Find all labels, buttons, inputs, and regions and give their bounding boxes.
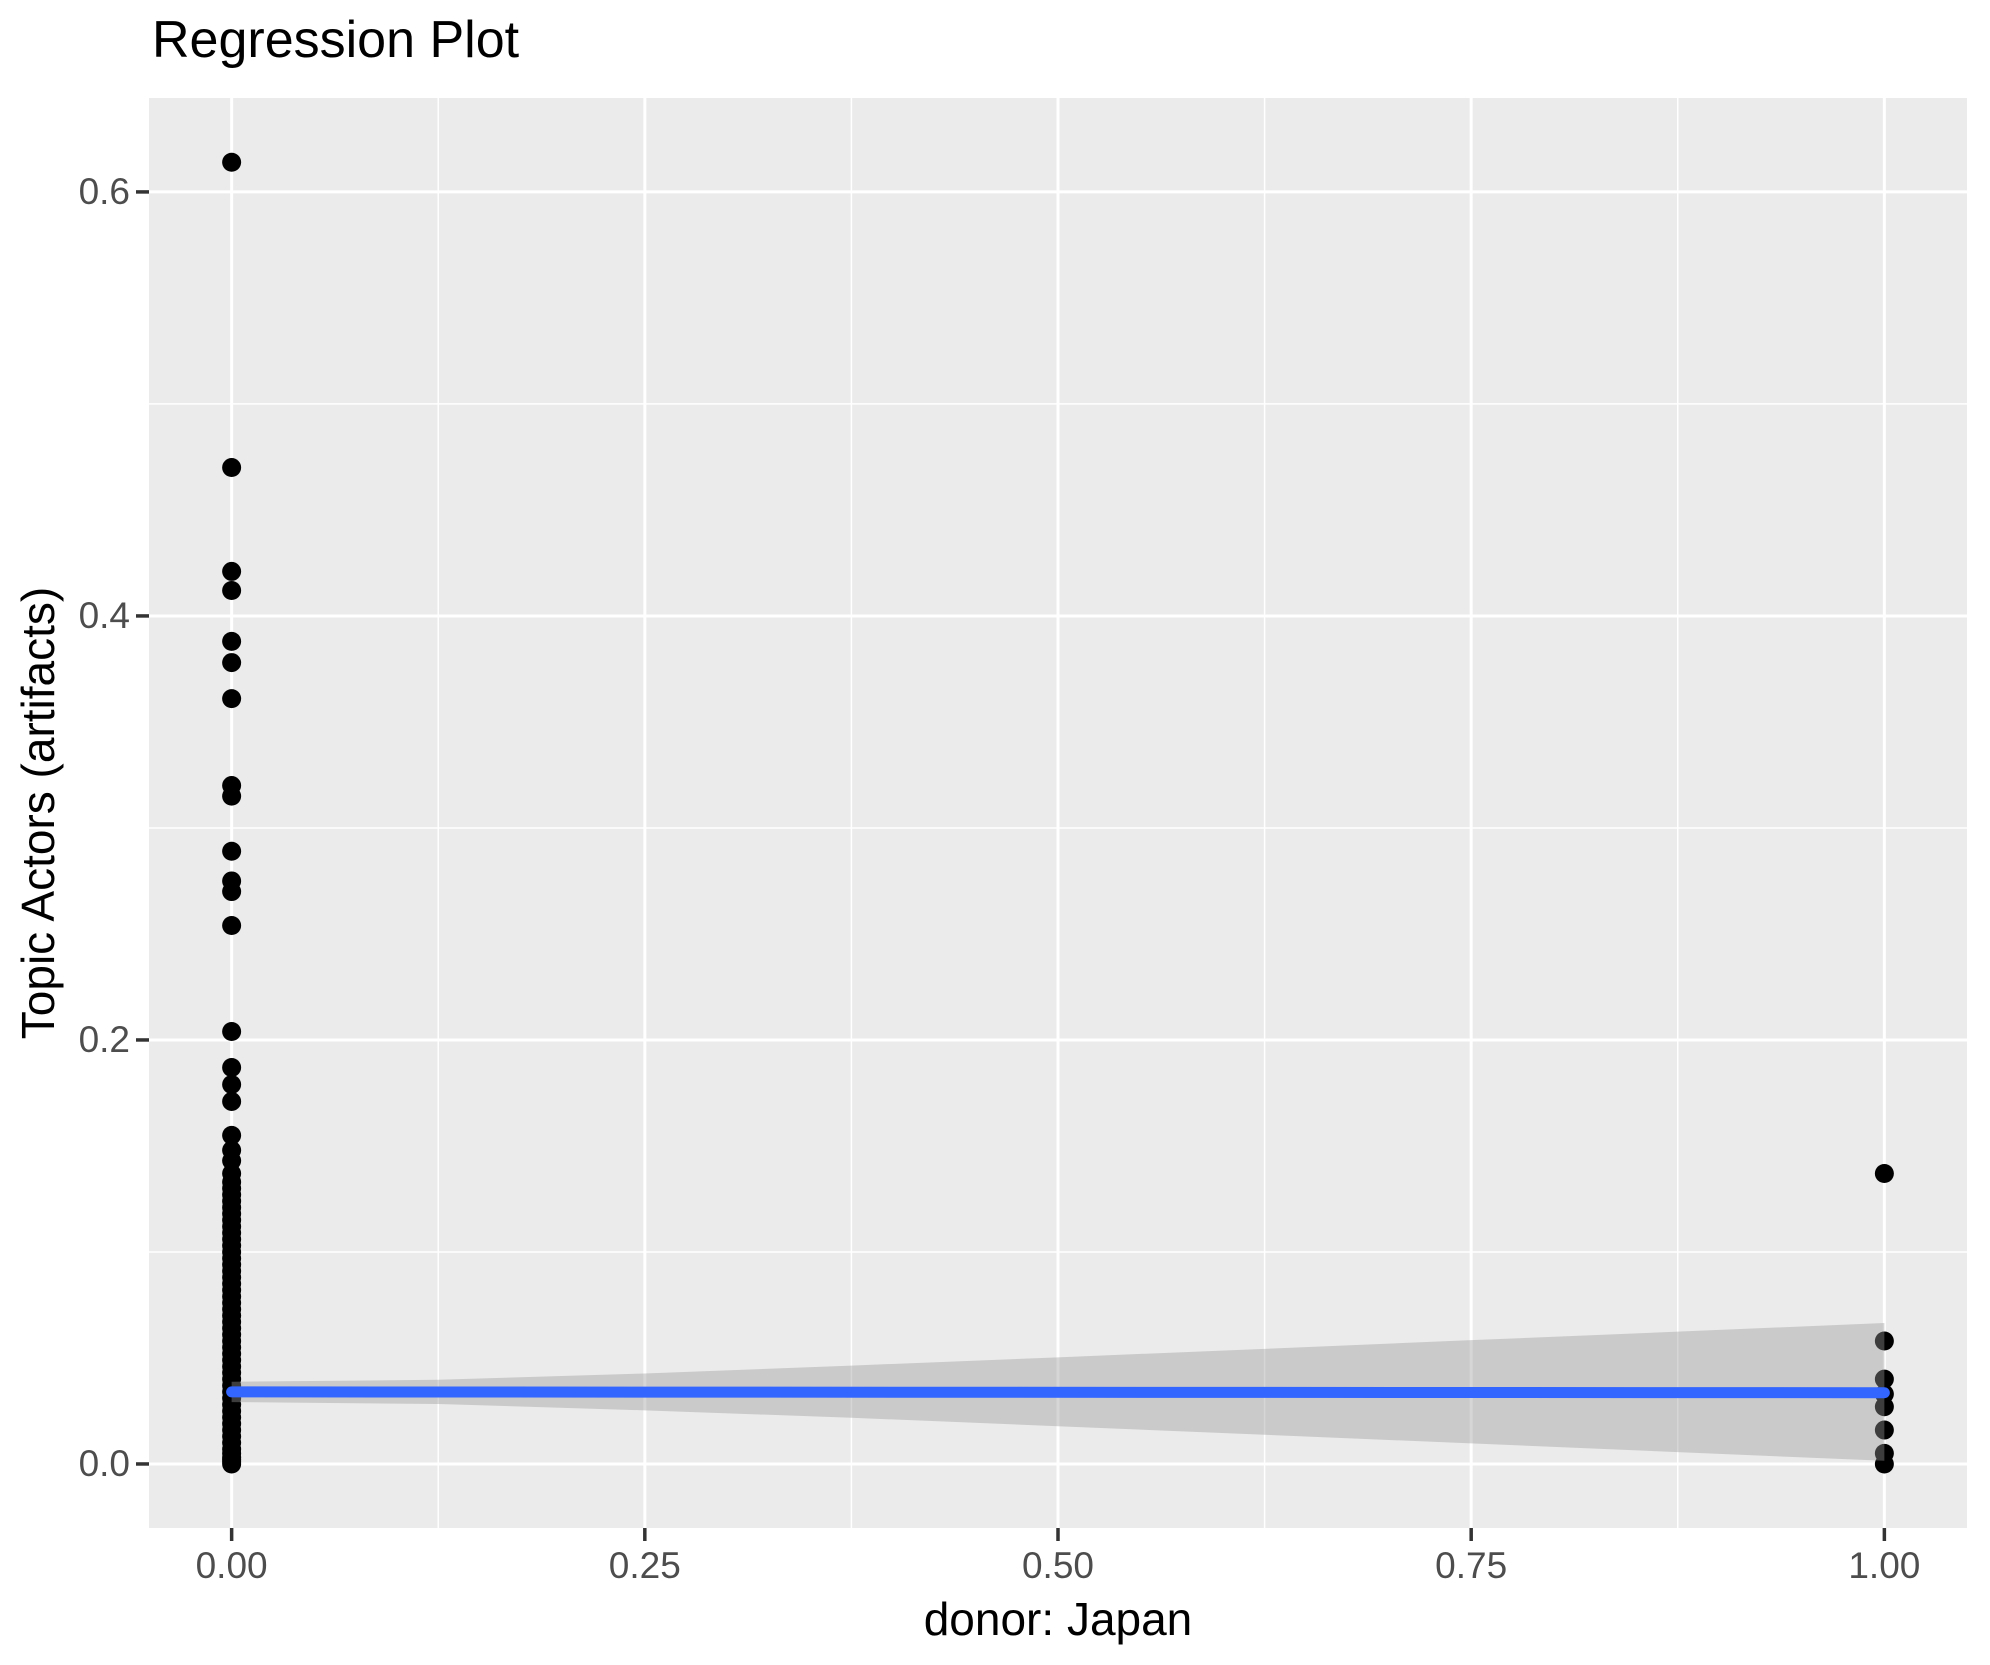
data-point <box>222 915 242 935</box>
data-point <box>222 1021 242 1041</box>
data-point <box>222 689 242 709</box>
y-tick-label-0.6: 0.6 <box>78 170 130 212</box>
data-point <box>222 631 242 651</box>
y-tick-label-0.0: 0.0 <box>78 1442 130 1484</box>
data-point <box>222 882 242 902</box>
data-point <box>1874 1420 1894 1440</box>
data-point <box>1874 1369 1894 1389</box>
data-point <box>222 561 242 581</box>
data-point <box>1874 1397 1894 1417</box>
data-point <box>222 152 242 172</box>
data-point <box>1874 1331 1894 1351</box>
y-tick-label-0.2: 0.2 <box>78 1018 130 1060</box>
data-point <box>222 458 242 478</box>
plot-title: Regression Plot <box>152 11 520 69</box>
data-point <box>222 1454 242 1474</box>
x-tick-label-0.25: 0.25 <box>608 1545 681 1586</box>
data-point <box>222 1091 242 1111</box>
data-point <box>222 653 242 673</box>
data-point <box>1874 1454 1894 1474</box>
x-tick-label-0.50: 0.50 <box>1021 1545 1094 1586</box>
data-point <box>222 1058 242 1078</box>
x-tick-label-1.00: 1.00 <box>1848 1545 1921 1586</box>
x-axis-title: donor: Japan <box>923 1593 1193 1645</box>
regression-line <box>226 1386 1890 1399</box>
y-axis-title: Topic Actors (artifacts) <box>12 586 64 1040</box>
data-point <box>222 786 242 806</box>
data-point <box>222 1125 242 1145</box>
x-tick-label-0.75: 0.75 <box>1435 1545 1508 1586</box>
data-point <box>222 580 242 600</box>
data-point <box>1874 1164 1894 1184</box>
y-tick-label-0.4: 0.4 <box>78 594 130 636</box>
data-point <box>222 1074 242 1094</box>
data-point <box>222 841 242 861</box>
x-tick-label-0.00: 0.00 <box>195 1545 268 1586</box>
